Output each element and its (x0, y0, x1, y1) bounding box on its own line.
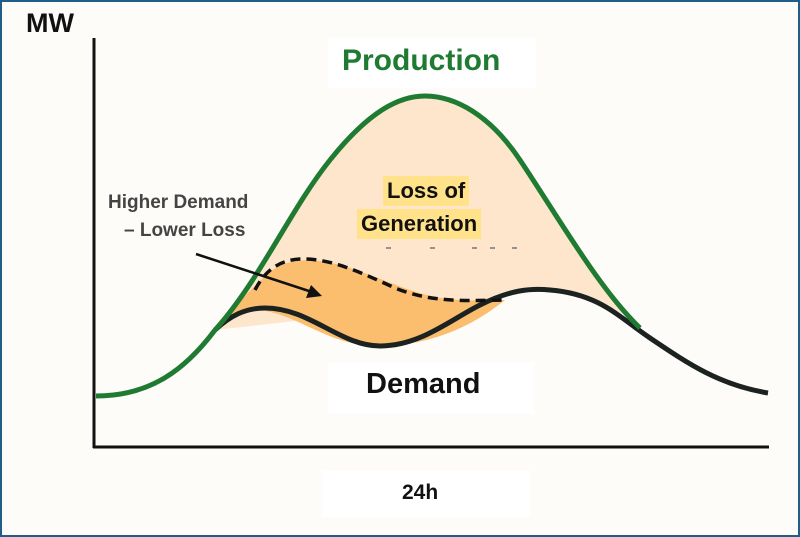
arrow-head-icon (306, 285, 322, 298)
production-curve (95, 93, 642, 399)
annotation-arrow-line (195, 252, 313, 294)
demand-label-box (328, 362, 534, 414)
demand-label: Demand (366, 368, 481, 400)
higher-demand-area (215, 260, 505, 347)
loss-of-generation-label-line1: Loss of (383, 176, 470, 206)
higher-demand-dashed-curve (253, 257, 506, 303)
production-label: Production (342, 44, 501, 77)
demand-curve (213, 286, 769, 396)
annotation-label-line1: Higher Demand (108, 192, 249, 213)
x-axis-label: 24h (402, 481, 439, 504)
annotation-label-line2: – Lower Loss (124, 220, 246, 241)
x-axis-label-box (322, 471, 530, 517)
loss-of-generation-label-line2: Generation (357, 209, 482, 239)
y-axis-label: MW (26, 8, 74, 38)
production-label-box (328, 38, 536, 88)
